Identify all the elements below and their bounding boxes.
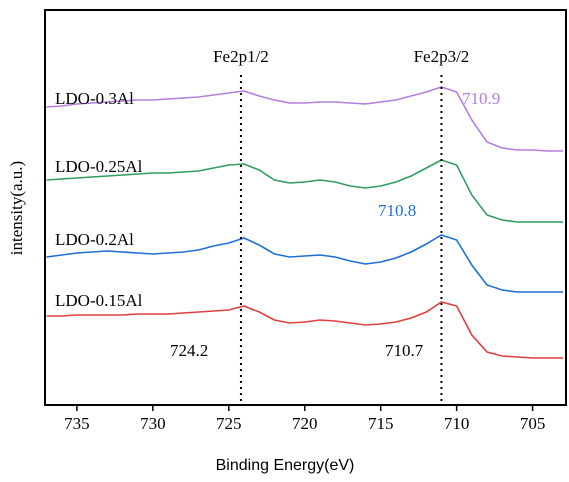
reference-label: Fe2p3/2 <box>414 47 470 66</box>
x-tick-label: 710 <box>444 414 470 433</box>
x-tick-label: 735 <box>64 414 90 433</box>
x-tick-label: 725 <box>216 414 242 433</box>
series-label: LDO-0.3Al <box>55 89 134 108</box>
x-tick-label: 715 <box>368 414 394 433</box>
series-line <box>46 234 563 293</box>
peak-label: 710.7 <box>385 341 424 360</box>
plot-frame <box>44 9 567 406</box>
y-axis-label: intensity(a.u.) <box>7 161 26 255</box>
x-tick-label: 705 <box>520 414 546 433</box>
series-line <box>46 301 563 359</box>
reference-label: Fe2p1/2 <box>213 47 269 66</box>
series-line <box>46 86 563 152</box>
peak-label: 710.9 <box>462 89 500 108</box>
x-tick-label: 730 <box>140 414 166 433</box>
peak-label: 710.8 <box>378 201 416 220</box>
series-label: LDO-0.15Al <box>55 291 143 310</box>
peak-label: 724.2 <box>170 341 208 360</box>
series-line <box>46 159 563 223</box>
series-label: LDO-0.2Al <box>55 230 134 249</box>
x-tick-label: 720 <box>292 414 318 433</box>
x-axis-label: Binding Energy(eV) <box>216 457 355 474</box>
series-label: LDO-0.25Al <box>55 157 143 176</box>
